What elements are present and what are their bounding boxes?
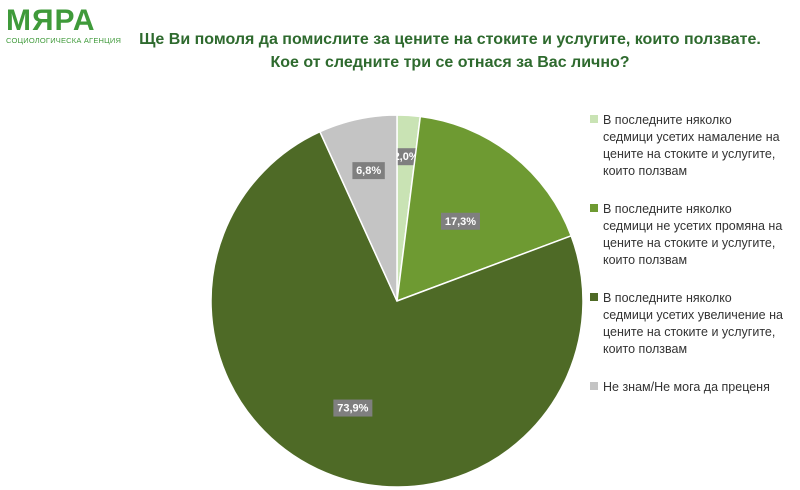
slice-value-label-4: 6,8% <box>352 162 385 180</box>
logo: МЯРА СОЦИОЛОГИЧЕСКА АГЕНЦИЯ <box>6 4 122 46</box>
chart-title-line-1: Ще Ви помоля да помислите за цените на с… <box>139 31 761 48</box>
pie-slice-2 <box>396 115 573 303</box>
logo-subtitle: СОЦИОЛОГИЧЕСКА АГЕНЦИЯ <box>6 36 122 45</box>
legend-label-2: В последните няколко седмици не усетих п… <box>603 202 783 267</box>
chart-title: Ще Ви помоля да помислите за цените на с… <box>120 28 780 74</box>
chart-title-line-2: Кое от следните три се отнася за Вас лич… <box>270 54 630 71</box>
legend-swatch-4 <box>590 382 598 390</box>
slice-value-box-4 <box>352 162 385 180</box>
legend-swatch-2 <box>590 204 598 212</box>
slice-value-label-2: 17,3% <box>440 212 480 230</box>
legend-swatch-3 <box>590 293 598 301</box>
slice-value-text-3: 73,9% <box>337 403 368 415</box>
legend-label-4: Не знам/Не мога да преценя <box>603 380 770 394</box>
slice-value-box-3 <box>333 399 373 417</box>
legend-label-1: В последните няколко седмици усетих нама… <box>603 113 780 178</box>
pie-slice-3 <box>210 130 584 488</box>
logo-word: МЯРА <box>6 4 96 37</box>
legend-label-3: В последните няколко седмици усетих увел… <box>603 291 783 356</box>
legend-swatch-1 <box>590 115 598 123</box>
slice-value-text-1: 2,0% <box>394 151 419 163</box>
slice-value-label-3: 73,9% <box>333 399 373 417</box>
pie-slice-4 <box>318 114 398 302</box>
slice-value-text-2: 17,3% <box>445 216 476 228</box>
slice-value-box-2 <box>440 212 480 230</box>
slice-value-text-4: 6,8% <box>356 165 381 177</box>
